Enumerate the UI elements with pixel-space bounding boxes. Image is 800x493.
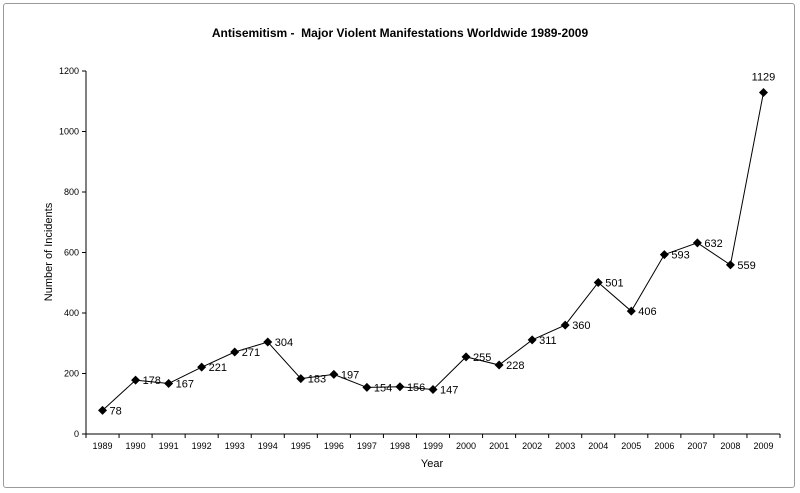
- data-label: 593: [671, 250, 689, 262]
- x-tick-label: 1993: [225, 441, 245, 451]
- y-tick-label: 200: [64, 369, 79, 379]
- x-tick-label: 2003: [555, 441, 575, 451]
- data-point-marker: [296, 374, 306, 384]
- x-tick-label: 1995: [291, 441, 311, 451]
- x-tick-label: 2007: [687, 441, 707, 451]
- data-label: 501: [605, 277, 623, 289]
- data-label: 406: [638, 306, 656, 318]
- x-tick-label: 1992: [192, 441, 212, 451]
- data-label: 197: [341, 369, 359, 381]
- data-label: 178: [143, 375, 161, 387]
- x-axis-label: Year: [421, 458, 444, 470]
- x-tick-label: 2005: [621, 441, 641, 451]
- data-label: 228: [506, 360, 524, 372]
- x-tick-label: 1999: [423, 441, 443, 451]
- x-tick-label: 2008: [720, 441, 740, 451]
- data-point-marker: [164, 378, 174, 388]
- data-point-marker: [263, 337, 273, 347]
- x-tick-label: 2009: [753, 441, 773, 451]
- y-tick-label: 0: [74, 429, 79, 439]
- data-point-marker: [230, 347, 240, 357]
- data-label: 311: [539, 335, 557, 347]
- data-label: 632: [704, 238, 722, 250]
- data-point-marker: [131, 375, 141, 385]
- data-label: 255: [473, 352, 491, 364]
- data-point-marker: [98, 405, 108, 415]
- data-point-marker: [560, 320, 570, 330]
- data-label: 360: [572, 320, 590, 332]
- data-point-marker: [395, 382, 405, 392]
- y-axis-label: Number of Incidents: [43, 202, 55, 301]
- series-group: 78 178 167 221 271 304 183 197 154 156 147 255 228 31…: [98, 71, 775, 417]
- x-tick-label: 2006: [654, 441, 674, 451]
- data-label: 1129: [752, 71, 776, 83]
- x-tick-label: 1994: [258, 441, 278, 451]
- chart-title: Antisemitism - Major Violent Manifestati…: [212, 26, 589, 40]
- data-label: 271: [242, 347, 260, 359]
- data-label: 183: [308, 374, 326, 386]
- data-label: 156: [407, 382, 425, 394]
- y-tick-label: 600: [64, 248, 79, 258]
- y-tick-label: 1200: [59, 66, 79, 76]
- data-point-marker: [692, 238, 702, 248]
- data-point-marker: [527, 335, 537, 345]
- x-tick-label: 1997: [357, 441, 377, 451]
- data-point-marker: [626, 306, 636, 316]
- data-point-marker: [461, 352, 471, 362]
- data-label: 154: [374, 382, 392, 394]
- x-tick-label: 1989: [93, 441, 113, 451]
- data-label: 221: [209, 362, 227, 374]
- x-tick-label: 1991: [159, 441, 179, 451]
- x-tick-label: 2002: [522, 441, 542, 451]
- chart-frame: [3, 3, 795, 488]
- x-tick-label: 1990: [126, 441, 146, 451]
- x-tick-label: 2000: [456, 441, 476, 451]
- data-point-marker: [758, 87, 768, 97]
- data-point-marker: [725, 260, 735, 270]
- x-tick-label: 1996: [324, 441, 344, 451]
- y-tick-label: 1000: [59, 127, 79, 137]
- y-tick-label: 400: [64, 308, 79, 318]
- x-tick-label: 1998: [390, 441, 410, 451]
- data-point-marker: [362, 382, 372, 392]
- y-tick-label: 800: [64, 187, 79, 197]
- data-point-marker: [659, 250, 669, 260]
- data-point-marker: [329, 369, 339, 379]
- x-tick-label: 2001: [489, 441, 509, 451]
- data-label: 167: [176, 378, 194, 390]
- data-label: 304: [275, 337, 293, 349]
- data-point-marker: [593, 277, 603, 287]
- axes: 0 200 400 600 800 1000 1200 1989 1990 1991 1992 199…: [59, 66, 781, 451]
- x-tick-label: 2004: [588, 441, 608, 451]
- data-point-marker: [428, 385, 438, 395]
- data-point-marker: [197, 362, 207, 372]
- data-label: 147: [440, 385, 458, 397]
- data-label: 78: [110, 405, 122, 417]
- data-point-marker: [494, 360, 504, 370]
- data-label: 559: [737, 260, 755, 272]
